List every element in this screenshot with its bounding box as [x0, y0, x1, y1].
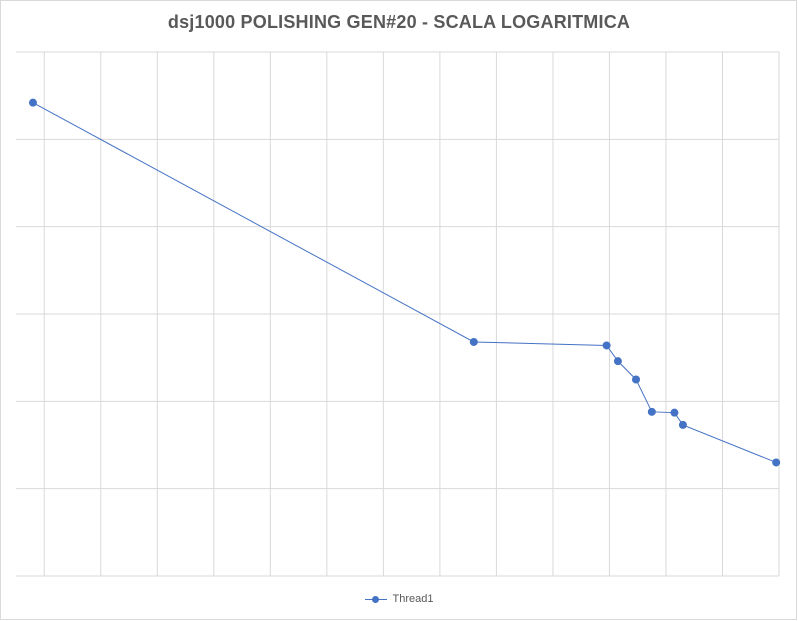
data-point — [678, 420, 687, 429]
legend-label: Thread1 — [392, 593, 434, 605]
legend-entry: Thread1 — [364, 593, 434, 605]
gridlines — [16, 51, 780, 577]
legend: Thread1 — [0, 593, 798, 607]
data-point — [602, 341, 611, 350]
data-point — [632, 375, 641, 384]
series-layer — [28, 98, 781, 467]
series-line-0 — [32, 102, 777, 463]
data-point — [28, 98, 37, 107]
legend-marker-icon — [364, 594, 387, 604]
data-point — [670, 408, 679, 417]
data-point — [647, 407, 656, 416]
chart-title: dsj1000 POLISHING GEN#20 - SCALA LOGARIT… — [167, 12, 631, 32]
data-point — [469, 337, 478, 346]
data-point — [772, 458, 781, 467]
data-point — [613, 357, 622, 366]
